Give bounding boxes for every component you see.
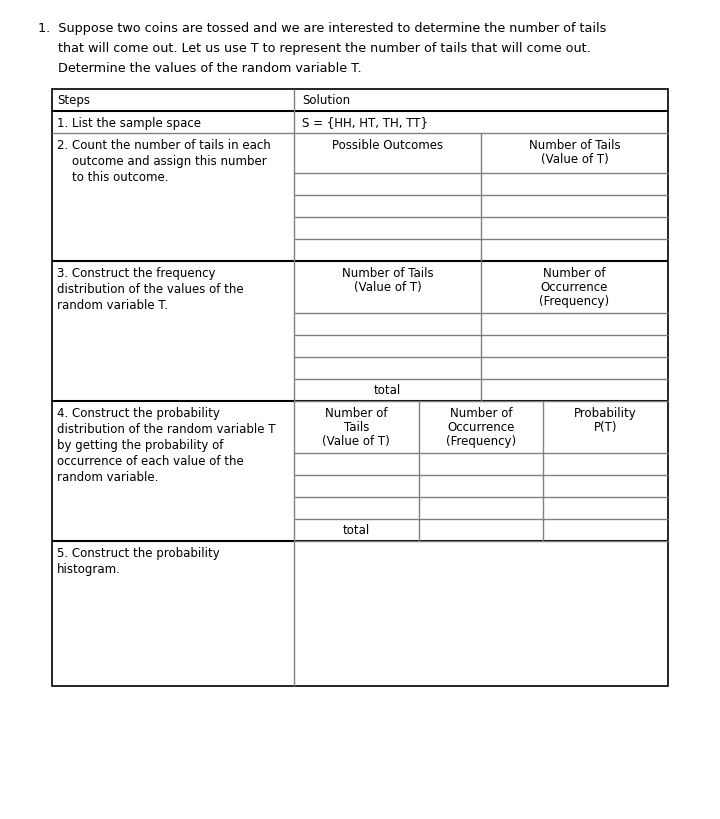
Text: (Frequency): (Frequency)	[446, 434, 516, 447]
Text: (Value of T): (Value of T)	[541, 153, 608, 165]
Text: Number of Tails: Number of Tails	[342, 267, 433, 279]
Text: distribution of the random variable T: distribution of the random variable T	[57, 423, 276, 436]
Text: Occurrence: Occurrence	[541, 281, 608, 294]
Text: 1.  Suppose two coins are tossed and we are interested to determine the number o: 1. Suppose two coins are tossed and we a…	[38, 22, 606, 35]
Text: Occurrence: Occurrence	[447, 420, 515, 433]
Text: occurrence of each value of the: occurrence of each value of the	[57, 455, 244, 468]
Text: Probability: Probability	[575, 406, 637, 419]
Text: Solution: Solution	[302, 94, 350, 106]
Text: total: total	[374, 383, 401, 396]
Text: 5. Construct the probability: 5. Construct the probability	[57, 546, 220, 559]
Text: 3. Construct the frequency: 3. Construct the frequency	[57, 267, 215, 279]
Text: (Frequency): (Frequency)	[539, 295, 610, 308]
Bar	[52, 90, 668, 686]
Text: 1. List the sample space: 1. List the sample space	[57, 116, 201, 129]
Text: Number of Tails: Number of Tails	[528, 139, 621, 152]
Text: that will come out. Let us use T to represent the number of tails that will come: that will come out. Let us use T to repr…	[38, 42, 590, 55]
Text: (Value of T): (Value of T)	[323, 434, 390, 447]
Text: histogram.: histogram.	[57, 563, 121, 575]
Text: (Value of T): (Value of T)	[354, 281, 421, 294]
Text: Possible Outcomes: Possible Outcomes	[332, 139, 443, 152]
Text: random variable T.: random variable T.	[57, 299, 168, 311]
Text: Determine the values of the random variable T.: Determine the values of the random varia…	[38, 62, 361, 75]
Text: total: total	[343, 523, 370, 536]
Text: by getting the probability of: by getting the probability of	[57, 438, 223, 451]
Text: Number of: Number of	[450, 406, 512, 419]
Text: 4. Construct the probability: 4. Construct the probability	[57, 406, 220, 419]
Text: distribution of the values of the: distribution of the values of the	[57, 283, 243, 296]
Text: Tails: Tails	[343, 420, 369, 433]
Text: S = {HH, HT, TH, TT}: S = {HH, HT, TH, TT}	[302, 116, 428, 129]
Text: to this outcome.: to this outcome.	[57, 171, 168, 183]
Text: Number of: Number of	[325, 406, 387, 419]
Text: 2. Count the number of tails in each: 2. Count the number of tails in each	[57, 139, 271, 152]
Text: Number of: Number of	[544, 267, 606, 279]
Text: Steps: Steps	[57, 94, 90, 106]
Text: random variable.: random variable.	[57, 470, 158, 483]
Text: P(T): P(T)	[594, 420, 618, 433]
Text: outcome and assign this number: outcome and assign this number	[57, 155, 266, 168]
